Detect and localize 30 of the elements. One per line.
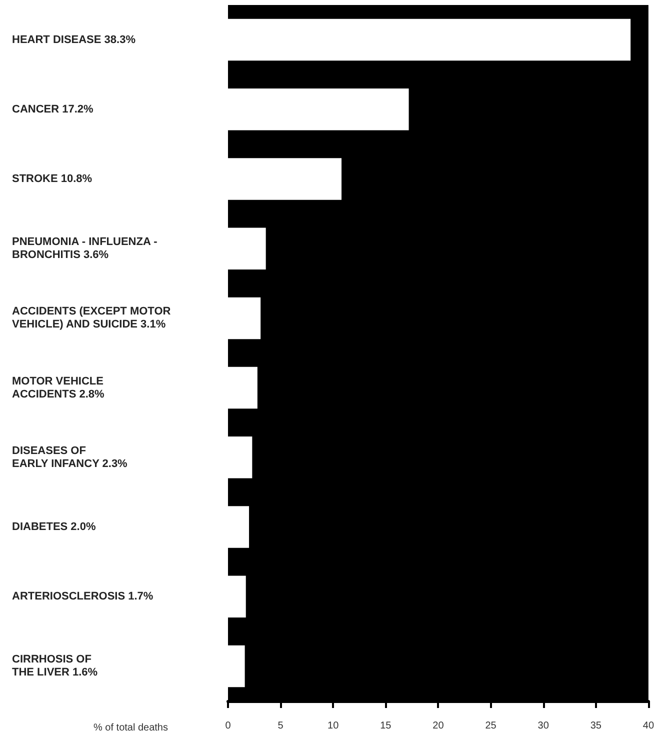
y-tick-label: CIRRHOSIS OF THE LIVER 1.6%	[12, 654, 98, 679]
y-tick-label: PNEUMONIA - INFLUENZA - BRONCHITIS 3.6%	[12, 236, 158, 262]
bar	[228, 576, 246, 618]
x-axis-title: % of total deaths	[94, 722, 168, 734]
bar	[228, 506, 250, 548]
bar	[228, 366, 258, 409]
x-tick-label: 35	[590, 720, 602, 732]
bar	[228, 436, 252, 478]
x-tick-label: 5	[278, 720, 284, 732]
x-tick-label: 15	[380, 720, 392, 732]
y-tick-label: ACCIDENTS (EXCEPT MOTOR VEHICLE) AND SUICIDE 3.1%	[12, 306, 171, 331]
y-tick-label: CANCER 17.2%	[12, 103, 94, 116]
bar	[228, 158, 342, 200]
bar	[228, 297, 261, 340]
y-tick-label: DISEASES OF EARLY INFANCY 2.3%	[12, 444, 128, 470]
x-tick-label: 40	[642, 720, 654, 732]
bar	[228, 18, 631, 61]
bar	[228, 88, 409, 130]
x-tick-label: 0	[225, 720, 232, 732]
x-tick-label: 10	[328, 720, 340, 732]
x-tick-label: 20	[432, 720, 444, 732]
y-tick-label: ARTERIOSCLEROSIS 1.7%	[12, 590, 154, 603]
bar	[228, 228, 266, 270]
y-tick-label: DIABETES 2.0%	[12, 521, 96, 533]
x-tick-label: 30	[538, 720, 550, 732]
y-tick-label: HEART DISEASE 38.3%	[12, 34, 136, 46]
x-tick-label: 25	[485, 720, 497, 732]
y-tick-label: MOTOR VEHICLE ACCIDENTS 2.8%	[12, 375, 105, 400]
y-tick-label: STROKE 10.8%	[12, 173, 92, 185]
bar	[228, 645, 245, 688]
